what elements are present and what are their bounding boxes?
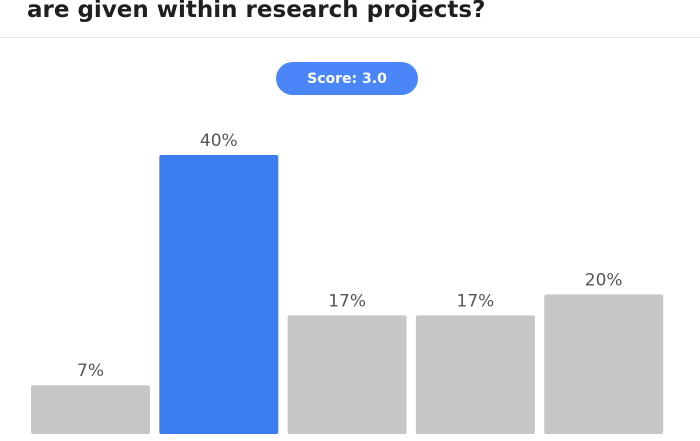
bar-label-5: 20% xyxy=(585,271,623,291)
header-divider xyxy=(0,37,700,38)
question-title: are given within research projects? xyxy=(27,0,486,23)
bar-label-4: 17% xyxy=(457,291,495,311)
bar-label-3: 17% xyxy=(328,291,366,311)
bar-2 xyxy=(159,155,279,434)
bar-label-1: 7% xyxy=(77,361,104,381)
bar-4 xyxy=(415,315,535,434)
score-badge: Score: 3.0 xyxy=(276,62,418,95)
bar-5 xyxy=(544,294,664,434)
bar-1 xyxy=(31,385,150,434)
bar-label-2: 40% xyxy=(200,131,238,151)
bar-3 xyxy=(287,315,407,434)
